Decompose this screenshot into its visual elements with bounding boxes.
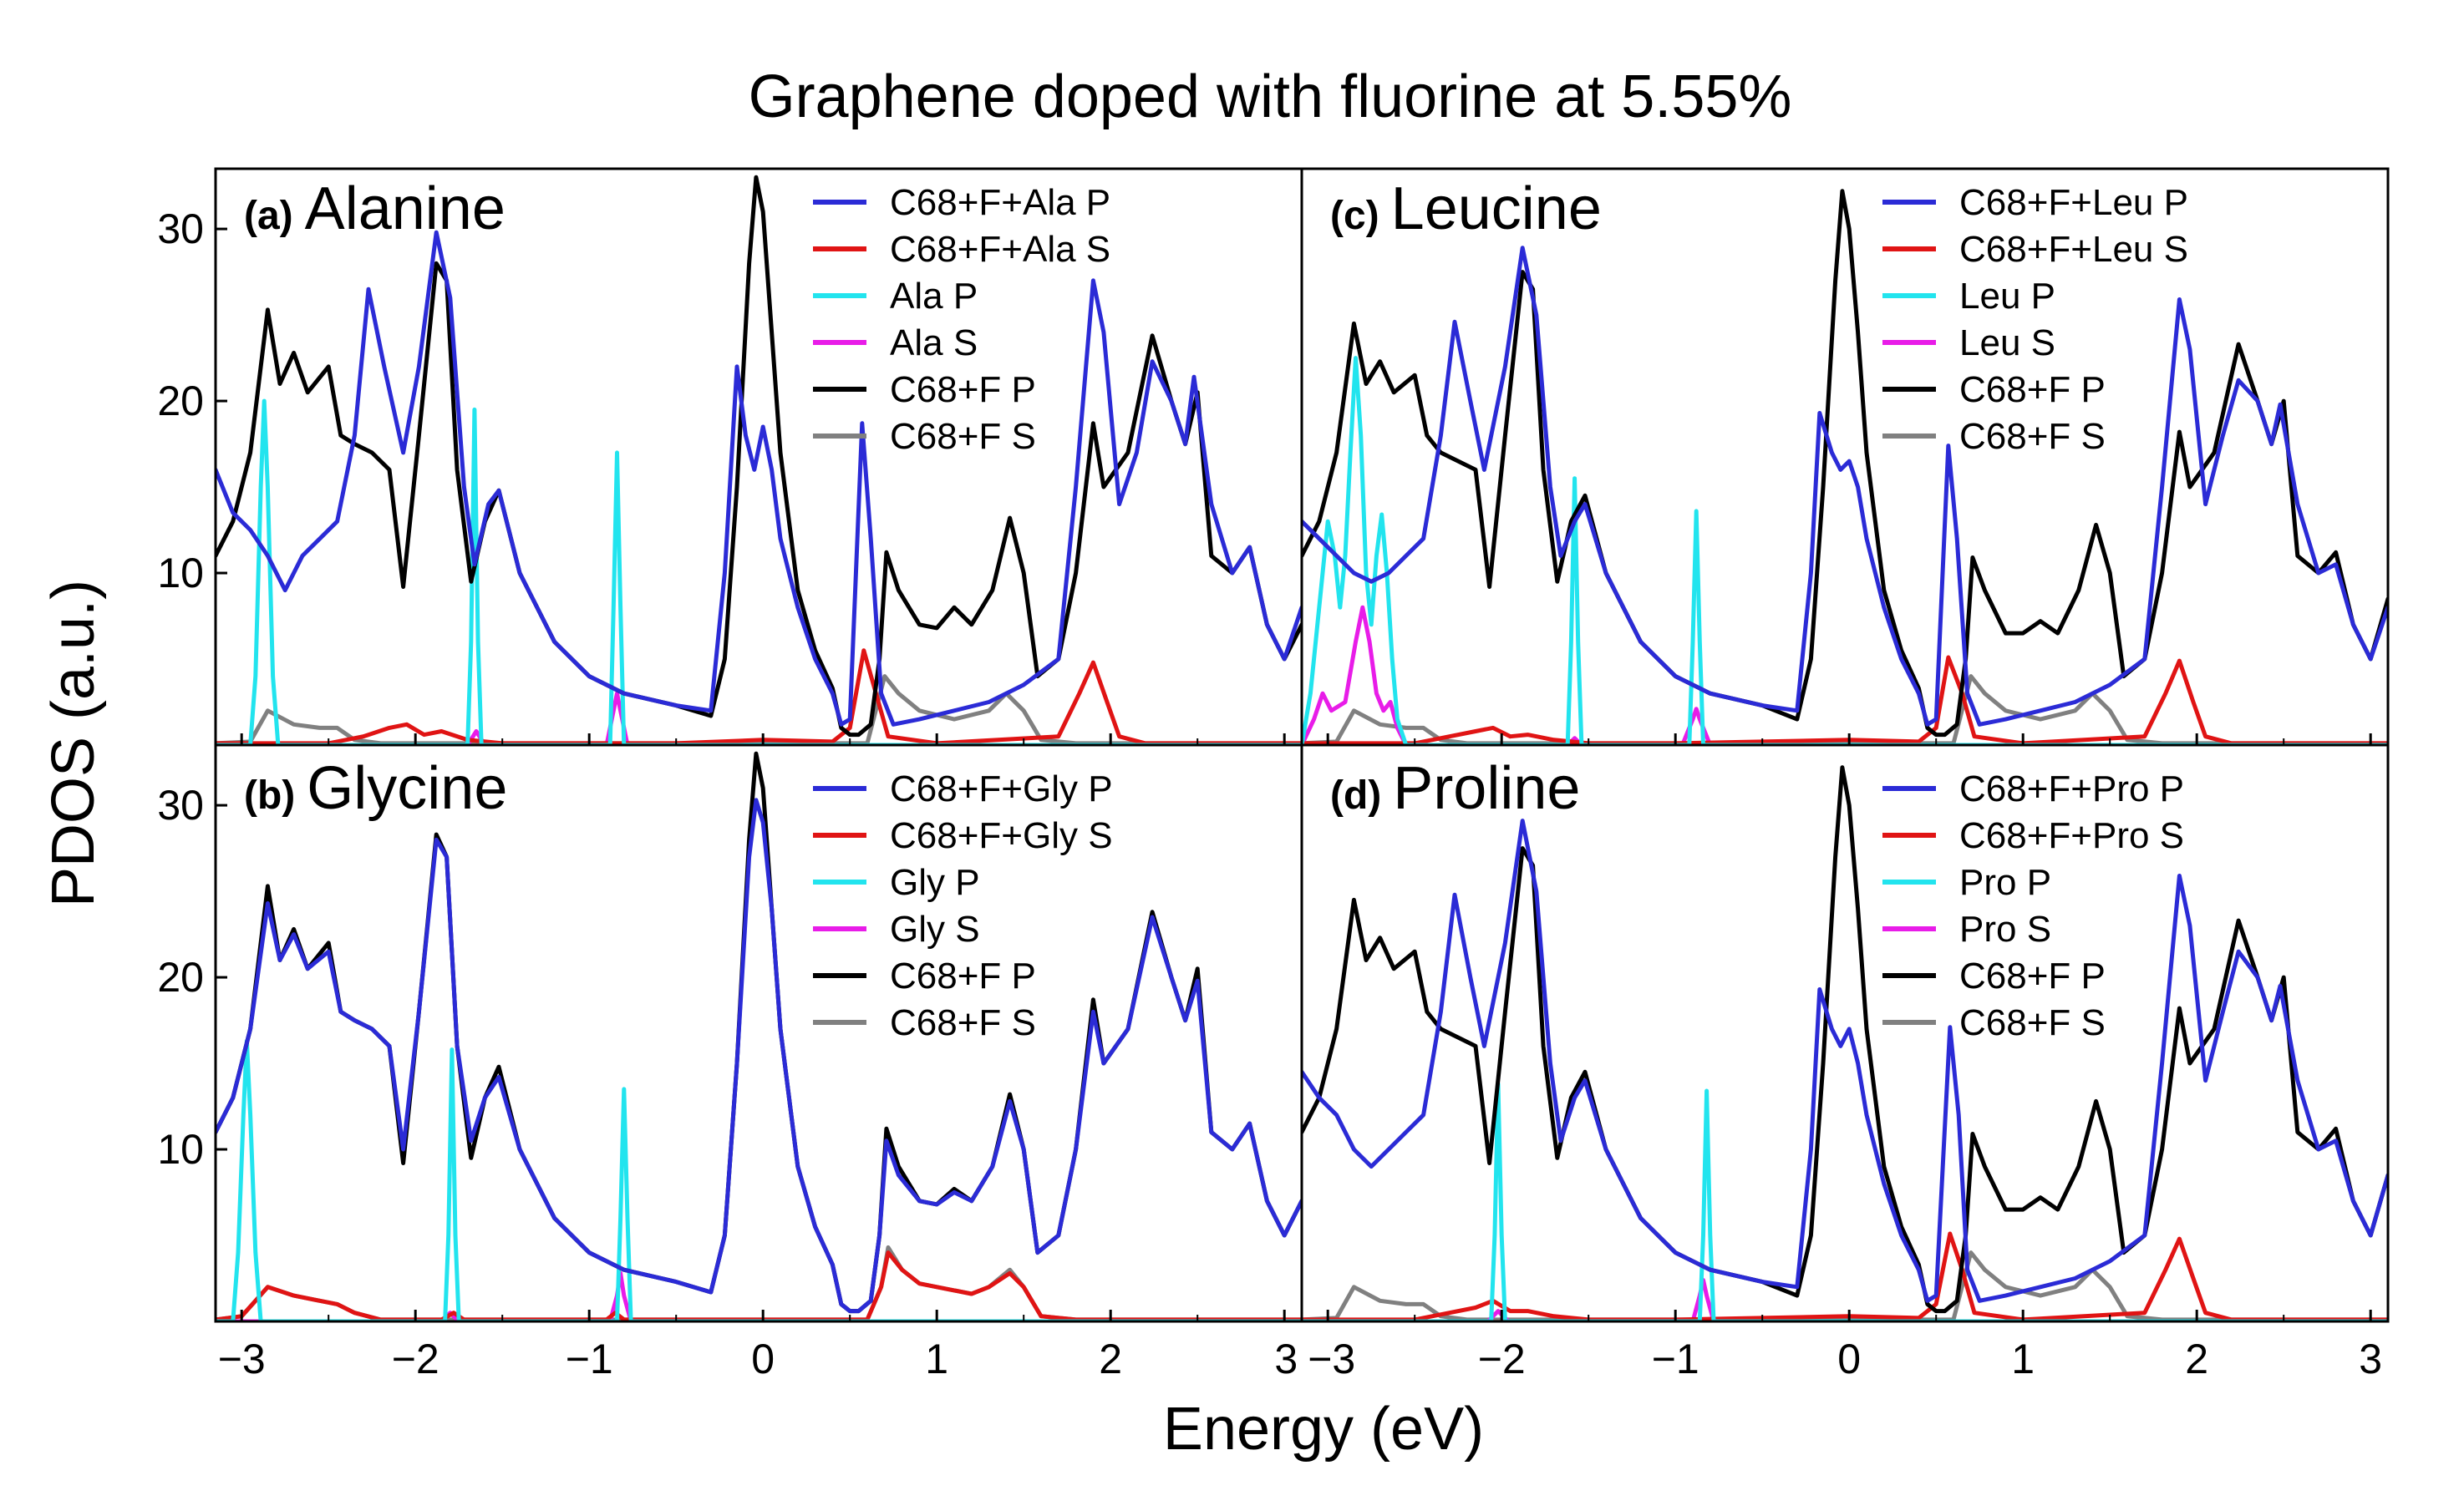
series-line-b-base-s [216, 1245, 1302, 1321]
panel-d: −3 −2 −1 0 1 2 3(d) Proline C68+F+Pro PC68+F+Pro… [1300, 743, 2390, 1382]
series-line-d-complex-p [1302, 819, 2388, 1303]
x-tick-label: 2 [2185, 1336, 2208, 1382]
panel-name: Alanine [305, 175, 506, 242]
legend-label: C68+F+Gly S [890, 815, 1113, 856]
y-tick-label: 20 [157, 378, 204, 424]
x-tick-label: 3 [1274, 1336, 1298, 1382]
series-line-b-complex-p [216, 798, 1302, 1314]
legend-b: C68+F+Gly P C68+F+Gly S Gly P Gly S C68+F P C… [813, 768, 1113, 1043]
legend-label: C68+F P [1959, 956, 2106, 996]
series-line-a-complex-p [216, 230, 1302, 727]
series-group-d [1302, 765, 2388, 1321]
panel-letter: (b) [244, 773, 295, 818]
panel-c: (c) Leucine C68+F+Leu P C68+F+Leu S Leu P Leu… [1300, 167, 2390, 747]
series-line-a-base-p [216, 175, 1302, 738]
x-tick-label: −3 [1308, 1336, 1355, 1382]
panel-letter: (a) [244, 194, 293, 238]
legend-label: Gly P [890, 862, 980, 903]
x-tick-label: −1 [566, 1336, 613, 1382]
legend-label: C68+F P [890, 956, 1036, 996]
x-axis-title: Energy (eV) [1163, 1396, 1484, 1463]
series-group-a [216, 175, 1302, 745]
panel-letter: (d) [1330, 773, 1381, 818]
x-tick-label: 0 [1837, 1336, 1861, 1382]
legend-label: C68+F S [1959, 1002, 2106, 1043]
series-line-c-base-s [1302, 674, 2388, 745]
series-line-b-amino-s [216, 1270, 1302, 1321]
panel-name: Glycine [307, 755, 507, 822]
panel-label-c: (c) Leucine [1330, 175, 1602, 242]
y-axis-title: PDOS (a.u.) [40, 580, 107, 907]
panel-label-b: (b) Glycine [244, 755, 507, 822]
legend-label: C68+F P [1959, 369, 2106, 410]
x-tick-label: 3 [2359, 1336, 2382, 1382]
x-tick-label: 0 [751, 1336, 775, 1382]
legend-label: C68+F+Ala S [890, 229, 1110, 270]
series-line-c-complex-s [1302, 655, 2388, 745]
x-tick-label: −3 [218, 1336, 266, 1382]
series-line-c-base-p [1302, 189, 2388, 738]
panel-label-a: (a) Alanine [244, 175, 506, 242]
legend-label: C68+F+Ala P [890, 182, 1110, 223]
legend-d: C68+F+Pro P C68+F+Pro S Pro P Pro S C68+F P C… [1882, 768, 2184, 1043]
legend-label: Leu P [1959, 276, 2055, 317]
legend-label: C68+F P [890, 369, 1036, 410]
legend-label: C68+F+Gly P [890, 768, 1113, 809]
legend-a: C68+F+Ala P C68+F+Ala S Ala P Ala S C68+F P C… [813, 182, 1110, 457]
x-tick-label: −1 [1652, 1336, 1699, 1382]
panel-label-d: (d) Proline [1330, 755, 1580, 822]
x-tick-label: −2 [1478, 1336, 1526, 1382]
series-line-d-base-p [1302, 765, 2388, 1314]
y-tick-label: 30 [157, 205, 204, 252]
legend-label: C68+F+Leu P [1959, 182, 2188, 223]
figure-title: Graphene doped with fluorine at 5.55% [749, 63, 1792, 130]
y-tick-label: 10 [157, 550, 204, 596]
y-tick-label: 30 [157, 782, 204, 829]
series-line-a-amino-s [216, 691, 1302, 745]
legend-label: Ala P [890, 276, 978, 317]
series-line-c-amino-p [1302, 356, 2388, 745]
legend-label: C68+F S [890, 1002, 1036, 1043]
series-line-d-complex-s [1302, 1231, 2388, 1321]
x-tick-label: −2 [392, 1336, 439, 1382]
series-group-c [1302, 189, 2388, 745]
series-line-b-base-p [216, 751, 1302, 1314]
panel-letter: (c) [1330, 194, 1379, 238]
legend-c: C68+F+Leu P C68+F+Leu S Leu P Leu S C68+F P C… [1882, 182, 2188, 457]
legend-label: C68+F S [1959, 416, 2106, 457]
series-line-b-amino-p [216, 1038, 1302, 1321]
x-tick-label: 2 [1099, 1336, 1122, 1382]
series-line-d-base-s [1302, 1250, 2388, 1321]
panel-a: 10 20 30 (a) Alanine C68+F+Ala P C68+F+Ala S Al… [157, 167, 1303, 747]
legend-label: Pro P [1959, 862, 2051, 903]
panel-name: Proline [1393, 755, 1580, 822]
legend-label: C68+F+Pro P [1959, 768, 2184, 809]
legend-label: C68+F S [890, 416, 1036, 457]
legend-label: Gly S [890, 909, 980, 950]
legend-label: Leu S [1959, 322, 2055, 363]
legend-label: C68+F+Leu S [1959, 229, 2188, 270]
series-group-b [216, 751, 1302, 1321]
series-line-a-base-s [216, 674, 1302, 745]
y-tick-label: 10 [157, 1126, 204, 1173]
series-line-c-complex-p [1302, 246, 2388, 727]
legend-label: C68+F+Pro S [1959, 815, 2184, 856]
series-line-a-complex-s [216, 648, 1302, 745]
series-line-b-complex-s [216, 1250, 1302, 1321]
legend-label: Pro S [1959, 909, 2051, 950]
x-tick-label: 1 [2011, 1336, 2035, 1382]
series-line-d-amino-p [1302, 1082, 2388, 1321]
x-tick-label: 1 [925, 1336, 948, 1382]
series-line-c-amino-s [1302, 605, 2388, 745]
panel-frame-d [1300, 743, 2390, 1323]
panel-frame-c [1300, 167, 2390, 747]
legend-label: Ala S [890, 322, 978, 363]
y-tick-label: 20 [157, 954, 204, 1001]
panel-name: Leucine [1391, 175, 1602, 242]
series-line-a-amino-p [216, 398, 1302, 745]
